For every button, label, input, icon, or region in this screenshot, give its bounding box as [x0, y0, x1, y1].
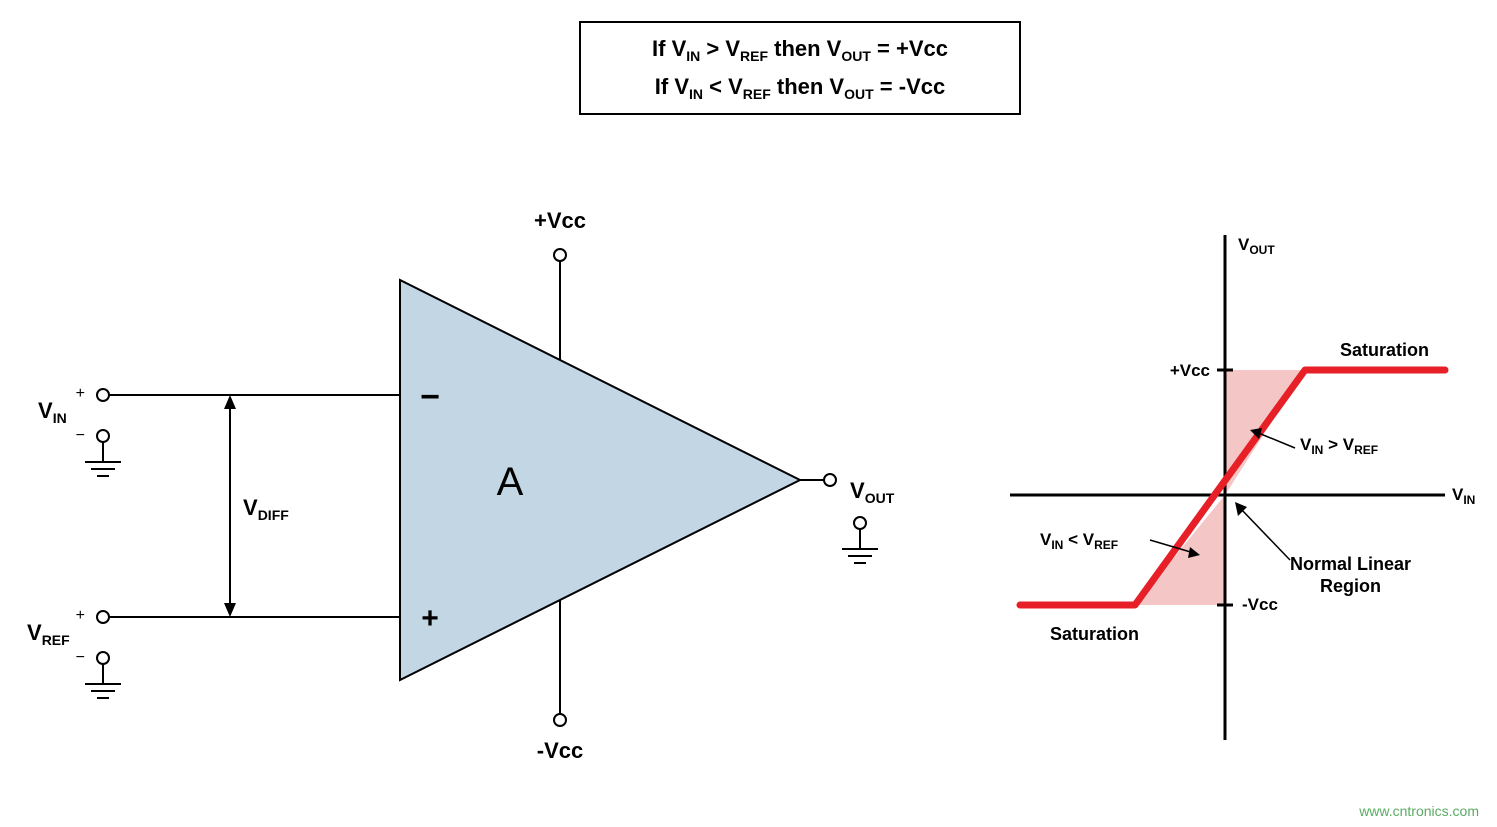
- vcc-positive: +Vcc: [534, 208, 586, 360]
- opamp-plus-icon: +: [421, 602, 439, 635]
- saturation-bot-label: Saturation: [1050, 624, 1139, 644]
- opamp-gain-label: A: [497, 460, 524, 504]
- rules-box: If VIN > VREF then VOUT = +Vcc If VIN < …: [580, 22, 1020, 114]
- vin-gt-vref-label: VIN > VREF: [1300, 435, 1378, 457]
- vout-label: VOUT: [850, 478, 895, 506]
- vcc-neg-label: -Vcc: [537, 738, 583, 763]
- x-axis-label: VIN: [1452, 485, 1475, 507]
- vin-minus-sign: −: [76, 427, 85, 444]
- opamp-triangle: A − +: [400, 280, 800, 680]
- transfer-graph: VOUT VIN +Vcc -Vcc Saturation Saturation…: [1010, 235, 1475, 740]
- y-axis-label: VOUT: [1238, 235, 1275, 257]
- vcc-pos-label: +Vcc: [534, 208, 586, 233]
- vref-label: VREF: [27, 620, 70, 648]
- watermark-text: www.cntronics.com: [1359, 803, 1479, 819]
- vin-label: VIN: [38, 398, 67, 426]
- vin-input: + VIN −: [38, 385, 400, 476]
- node-icon: [554, 714, 566, 726]
- vref-input: + VREF −: [27, 607, 400, 698]
- node-icon: [97, 652, 109, 664]
- node-icon: [554, 249, 566, 261]
- vin-plus-sign: +: [76, 385, 85, 402]
- node-icon: [97, 611, 109, 623]
- linear-region-label-1: Normal Linear: [1290, 554, 1411, 574]
- vdiff-label: VDIFF: [243, 495, 289, 523]
- linear-region-label-2: Region: [1320, 576, 1381, 596]
- node-icon: [97, 430, 109, 442]
- node-icon: [97, 389, 109, 401]
- node-icon: [824, 474, 836, 486]
- vref-plus-sign: +: [76, 607, 85, 624]
- vin-lt-vref-label: VIN < VREF: [1040, 530, 1118, 552]
- node-icon: [854, 517, 866, 529]
- vdiff-arrow: VDIFF: [224, 395, 289, 617]
- vcc-negative: -Vcc: [537, 600, 583, 763]
- graph-pvcc-label: +Vcc: [1170, 361, 1210, 380]
- vout-output: VOUT: [800, 474, 895, 563]
- vref-minus-sign: −: [76, 649, 85, 666]
- graph-nvcc-label: -Vcc: [1242, 595, 1278, 614]
- opamp-minus-icon: −: [420, 378, 440, 416]
- saturation-top-label: Saturation: [1340, 340, 1429, 360]
